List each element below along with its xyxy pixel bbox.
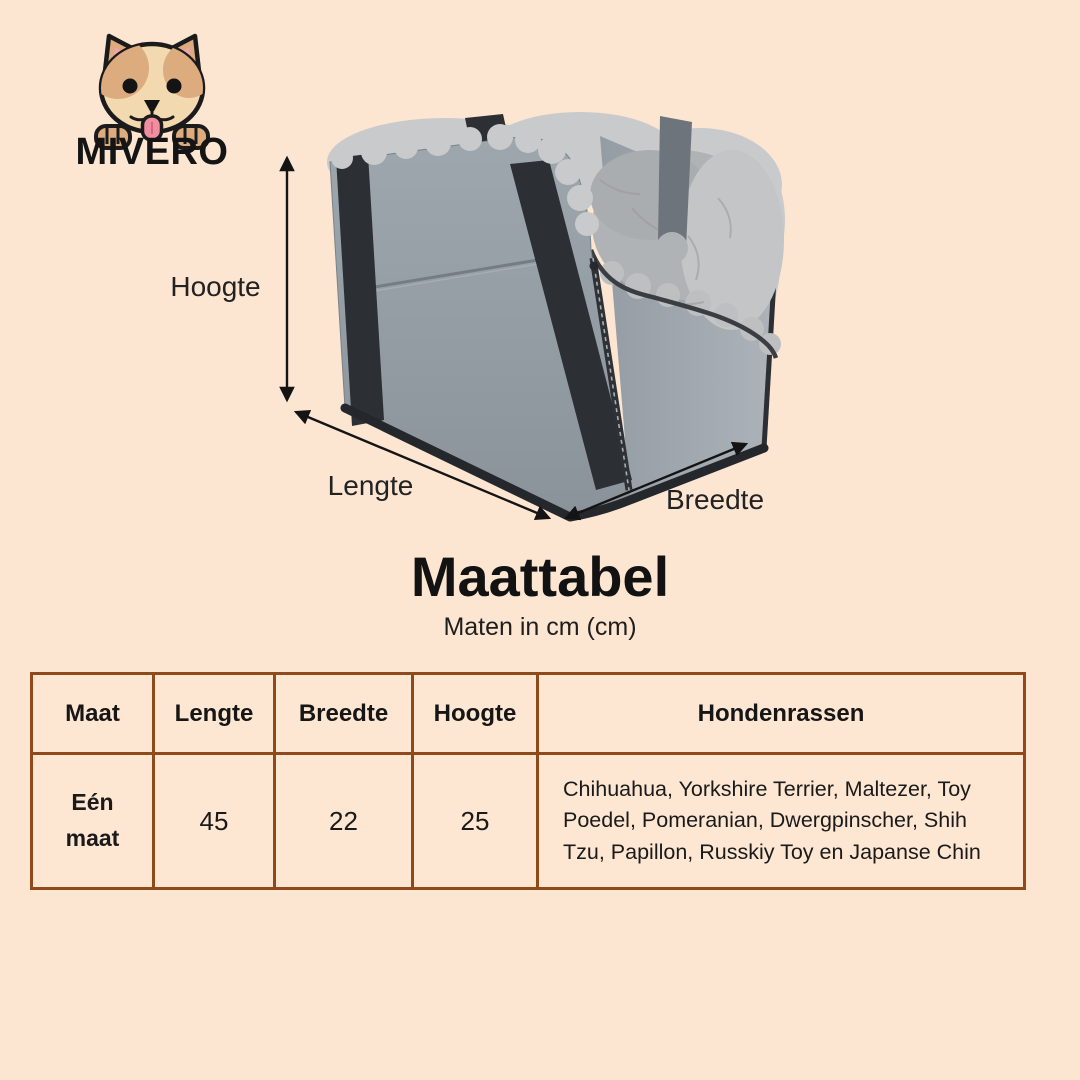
col-header-hoogte: Hoogte: [411, 672, 539, 755]
table-header-row: Maat Lengte Breedte Hoogte Hondenrassen: [30, 672, 1026, 755]
dog-mascot-icon: [94, 33, 210, 150]
cell-lengte: 45: [152, 752, 276, 890]
col-header-maat: Maat: [30, 672, 155, 755]
brand-logo: MIVERO: [76, 33, 229, 173]
dimension-arrows: [279, 155, 749, 521]
col-header-hondenrassen: Hondenrassen: [536, 672, 1026, 755]
hoogte-label: Hoogte: [170, 271, 261, 302]
breedte-label: Breedte: [665, 484, 765, 515]
rim-piping: [588, 249, 779, 359]
breedte-arrow: [563, 441, 749, 521]
brand-name: MIVERO: [76, 131, 229, 173]
seatbelt-strap: [658, 116, 692, 248]
cell-maat: Eén maat: [30, 752, 155, 890]
col-header-lengte: Lengte: [152, 672, 276, 755]
product-illustration: [279, 112, 785, 522]
page-title: Maattabel: [410, 545, 670, 608]
table-row: Eén maat 45 22 25 Chihuahua, Yorkshire T…: [30, 752, 1026, 890]
cell-breedte: 22: [273, 752, 414, 890]
pocket-seam: [343, 258, 539, 294]
lengte-arrow: [293, 409, 552, 521]
carry-straps: [336, 154, 632, 490]
cell-hondenrassen: Chihuahua, Yorkshire Terrier, Maltezer, …: [536, 752, 1026, 890]
dog-paws: [94, 124, 210, 150]
col-header-breedte: Breedte: [273, 672, 414, 755]
page-subtitle: Maten in cm (cm): [443, 613, 637, 641]
cell-hoogte: 25: [411, 752, 539, 890]
plush-rim-front: [331, 124, 599, 236]
size-table: Maat Lengte Breedte Hoogte Hondenrassen …: [30, 672, 1026, 890]
lengte-label: Lengte: [327, 470, 414, 501]
